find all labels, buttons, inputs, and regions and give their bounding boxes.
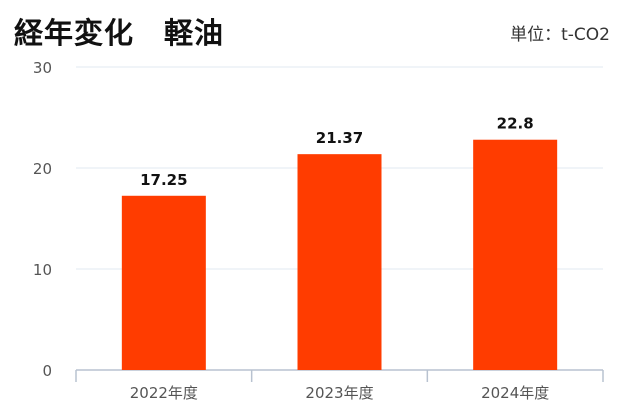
y-tick-label: 10 <box>33 261 52 279</box>
x-tick-label: 2024年度 <box>481 384 549 402</box>
data-label: 17.25 <box>140 171 187 189</box>
x-tick-label: 2023年度 <box>305 384 373 402</box>
chart-title: 経年変化 軽油 <box>14 16 225 50</box>
y-tick-label: 0 <box>42 362 52 380</box>
y-tick-label: 20 <box>33 160 52 178</box>
data-label: 21.37 <box>316 129 363 147</box>
bar <box>473 139 558 370</box>
unit-label: 単位：t-CO2 <box>510 25 610 45</box>
y-tick-label: 30 <box>33 59 52 77</box>
x-tick-label: 2022年度 <box>130 384 198 402</box>
bar <box>121 195 206 370</box>
bar <box>297 154 382 370</box>
data-label: 22.8 <box>497 115 534 133</box>
